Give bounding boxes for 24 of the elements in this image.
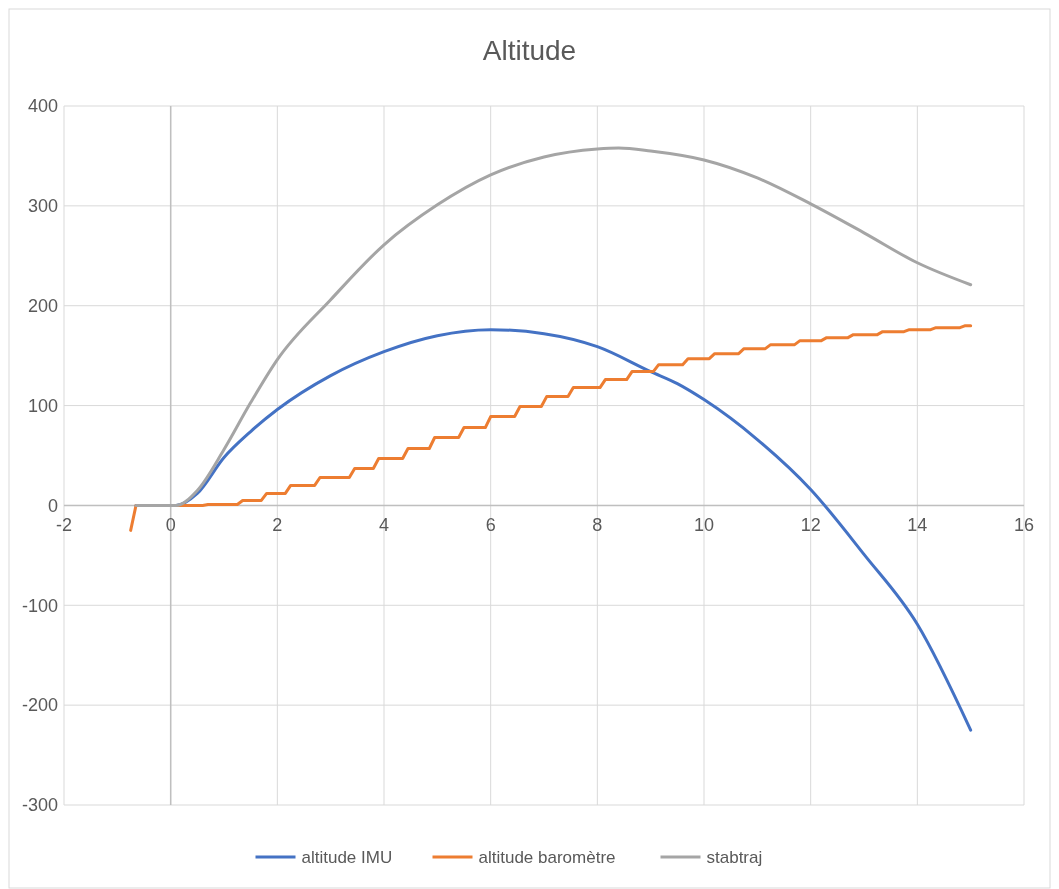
y-tick-label: 400 <box>27 96 58 117</box>
legend-label: altitude IMU <box>301 847 393 867</box>
x-tick-label: 16 <box>1013 515 1035 536</box>
x-tick-label: 0 <box>165 515 176 536</box>
x-tick-label: 4 <box>378 515 390 536</box>
x-tick-label: 12 <box>800 515 821 536</box>
line-series <box>134 146 973 507</box>
x-tick-label: 2 <box>272 515 283 536</box>
x-tick-label: 14 <box>907 515 928 536</box>
line-series <box>129 324 973 532</box>
legend-label: stabtraj <box>706 847 763 867</box>
x-tick-label: 8 <box>592 515 603 536</box>
y-tick-label: 200 <box>27 296 58 317</box>
y-tick-label: -300 <box>21 795 58 816</box>
y-tick-label: 0 <box>47 495 58 516</box>
x-tick-label: 10 <box>693 515 715 536</box>
y-tick-label: 300 <box>27 196 58 217</box>
x-tick-label: -2 <box>55 515 73 536</box>
y-tick-label: -200 <box>21 695 58 716</box>
chart-title: Altitude <box>482 35 577 66</box>
y-tick-label: -100 <box>21 595 58 616</box>
legend-label: altitude baromètre <box>478 847 616 867</box>
y-tick-label: 100 <box>27 395 58 416</box>
x-tick-label: 6 <box>485 515 496 536</box>
